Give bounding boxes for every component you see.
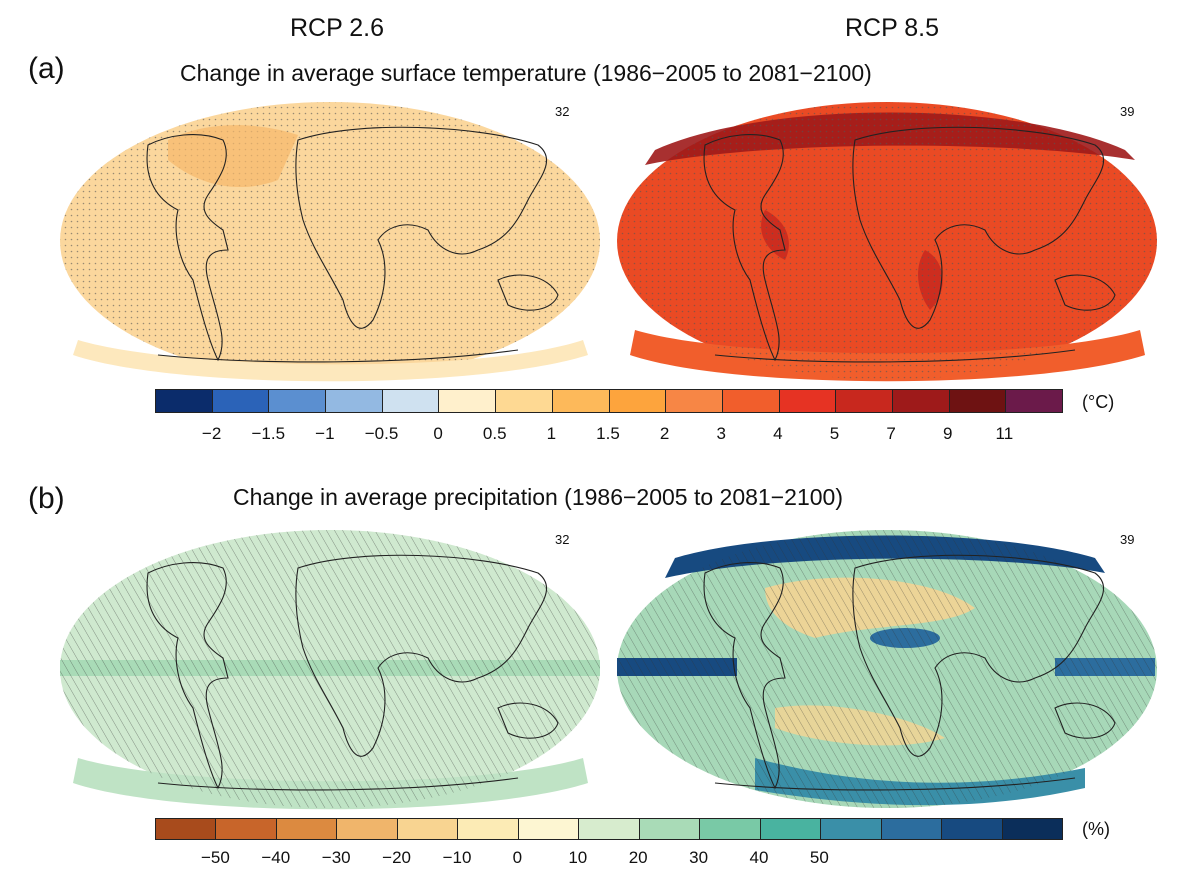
colorbar-tick-label: 3 [716,424,726,443]
colorbar-tick-label: 1.5 [596,424,620,443]
temperature-unit-label: (°C) [1082,392,1115,412]
colorbar-tick-label: 4 [773,424,783,443]
colorbar-swatch [269,390,327,412]
panel-a-rcp85-model-count: 39 [1120,104,1135,119]
colorbar-swatch [156,819,217,839]
map-temperature-rcp85 [617,102,1157,382]
panel-a-title: Change in average surface temperature (1… [180,60,872,86]
colorbar-tick-label: 0 [433,424,443,443]
map-precipitation-rcp85 [617,530,1157,808]
scenario-label-rcp26: RCP 2.6 [290,14,385,42]
colorbar-swatch [458,819,519,839]
colorbar-tick-label: −20 [382,848,412,867]
map-temperature-rcp26 [60,102,600,382]
temperature-colorbar-ticks: −2 −1.5 −1 −0.5 0 0.5 1 1.5 2 3 4 5 7 9 11 [155,424,1061,448]
colorbar-swatch [942,819,1003,839]
colorbar-tick-label: −30 [321,848,351,867]
colorbar-swatch [760,819,822,839]
map-precipitation-rcp26 [60,530,600,810]
colorbar-swatch [1002,819,1063,839]
colorbar-tick-label: 50 [809,848,829,867]
colorbar-swatch [552,390,610,412]
colorbar-tick-label: 40 [749,848,769,867]
colorbar-swatch [212,390,270,412]
colorbar-swatch [496,390,553,412]
colorbar-tick-label: −40 [261,848,291,867]
colorbar-swatch [276,819,338,839]
colorbar-swatch [892,390,950,412]
colorbar-swatch [949,390,1007,412]
precipitation-unit-label: (%) [1082,819,1110,839]
panel-a-label: (a) [28,52,65,85]
panel-b-title: Change in average precipitation (1986−20… [233,484,843,510]
colorbar-swatch [881,819,943,839]
colorbar-tick-label: 20 [628,848,648,867]
colorbar-tick-label: −0.5 [364,424,399,443]
colorbar-swatch [1006,390,1062,412]
scenario-label-rcp85: RCP 8.5 [845,14,940,42]
colorbar-swatch [518,819,580,839]
panel-b-label: (b) [28,482,65,515]
colorbar-swatch [397,819,459,839]
colorbar-swatch [666,390,723,412]
colorbar-swatch [821,819,882,839]
colorbar-swatch [382,390,440,412]
panel-b-rcp26-model-count: 32 [555,532,570,547]
colorbar-tick-label: 1 [546,424,557,443]
colorbar-swatch [579,819,640,839]
colorbar-tick-label: 11 [995,424,1014,443]
colorbar-swatch [156,390,213,412]
colorbar-tick-label: 7 [886,424,896,443]
colorbar-tick-label: −10 [442,848,472,867]
colorbar-swatch [836,390,893,412]
colorbar-swatch [216,819,277,839]
colorbar-swatch [326,390,383,412]
colorbar-swatch [609,390,667,412]
colorbar-swatch [337,819,398,839]
colorbar-tick-label: 2 [659,424,670,443]
panel-b-rcp85-model-count: 39 [1120,532,1135,547]
precipitation-colorbar [155,818,1063,840]
colorbar-tick-label: 5 [829,424,840,443]
colorbar-swatch [700,819,761,839]
panel-a-rcp26-model-count: 32 [555,104,570,119]
colorbar-swatch [639,819,701,839]
colorbar-tick-label: 0 [512,848,523,867]
colorbar-tick-label: −1.5 [251,424,286,443]
colorbar-tick-label: 10 [568,848,588,867]
colorbar-tick-label: 0.5 [482,424,507,443]
temperature-colorbar [155,389,1063,413]
colorbar-tick-label: −50 [200,848,230,867]
colorbar-swatch [439,390,497,412]
colorbar-tick-label: −2 [201,424,222,443]
colorbar-tick-label: −1 [315,424,335,443]
colorbar-swatch [779,390,837,412]
colorbar-swatch [722,390,780,412]
colorbar-tick-label: 9 [943,424,953,443]
precipitation-colorbar-ticks: −50 −40 −30 −20 −10 0 10 20 30 40 50 [155,848,1061,872]
colorbar-tick-label: 30 [689,848,709,867]
